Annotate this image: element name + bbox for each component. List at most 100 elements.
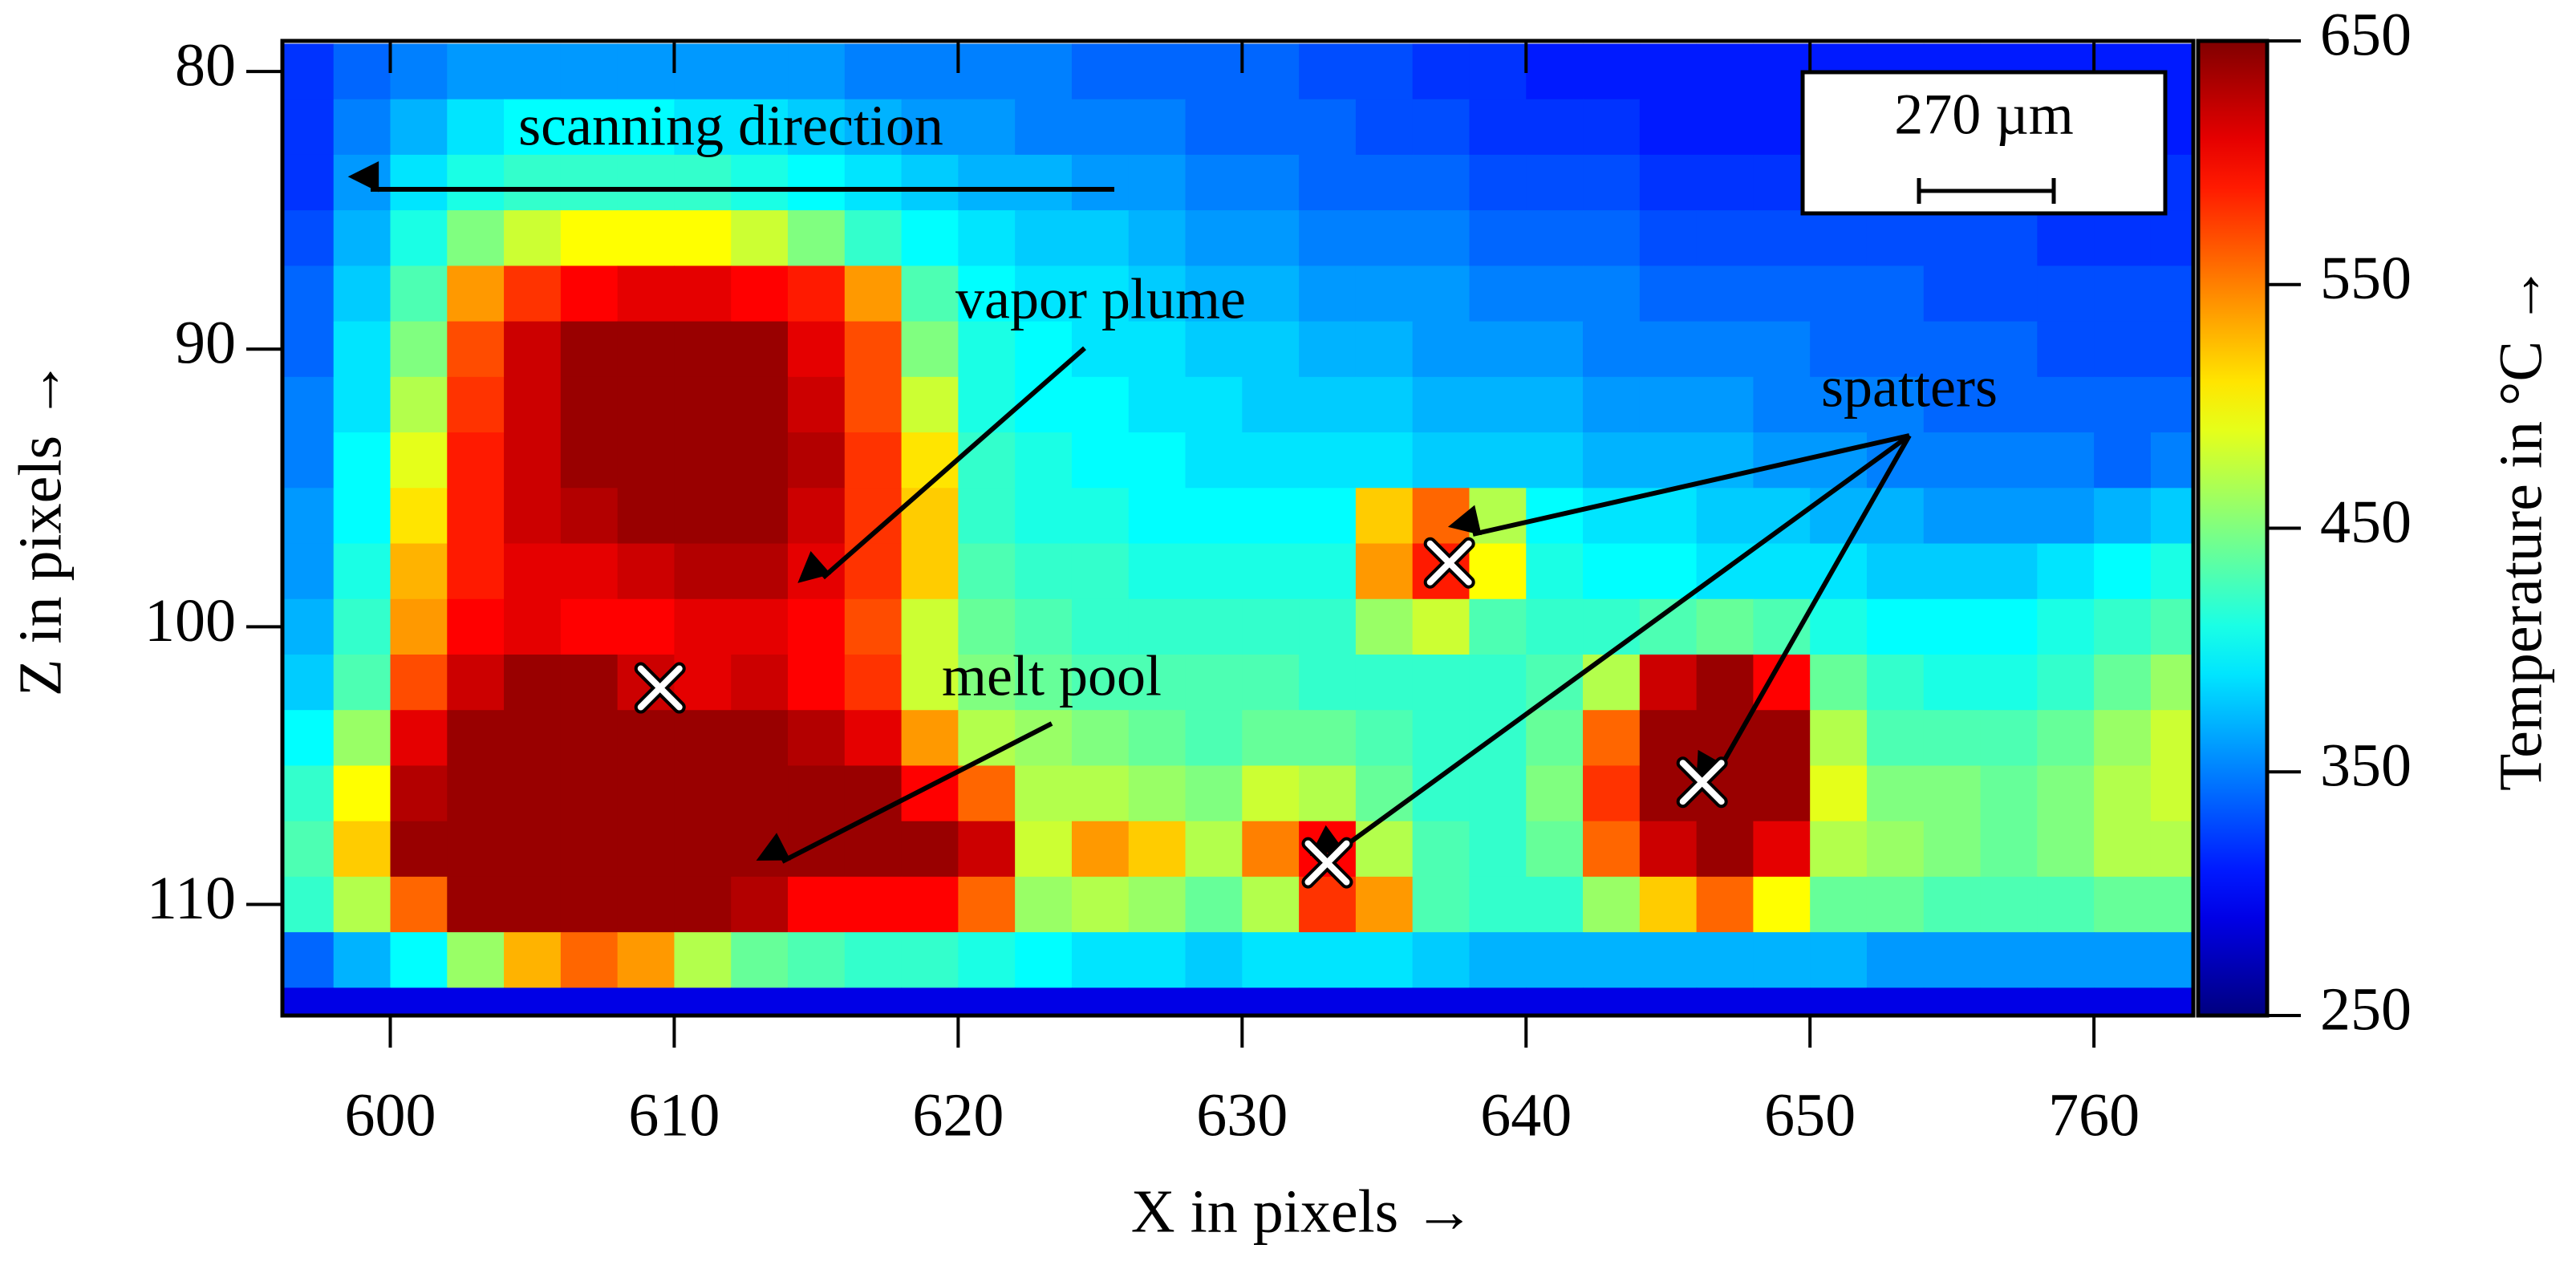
colorbar-tick-label: 650 bbox=[2320, 1, 2412, 68]
heat-cell bbox=[1015, 987, 1073, 1016]
heat-cell bbox=[333, 543, 391, 600]
heat-cell bbox=[1810, 821, 1868, 878]
heat-cell bbox=[1128, 321, 1187, 378]
colorbar-label: Temperature in °C → bbox=[2487, 265, 2554, 791]
heat-cell bbox=[1015, 655, 1073, 711]
heat-cell bbox=[2150, 598, 2193, 655]
heat-cell bbox=[447, 932, 505, 988]
heat-cell bbox=[1469, 321, 1527, 378]
heat-cell bbox=[447, 376, 505, 433]
heat-cell bbox=[1639, 210, 1698, 266]
heat-cell bbox=[1242, 488, 1300, 545]
heat-cell bbox=[1015, 598, 1073, 655]
heat-cell bbox=[1923, 876, 1982, 933]
heat-cell bbox=[282, 987, 335, 1016]
heat-cell bbox=[901, 488, 959, 545]
heat-cell bbox=[390, 932, 448, 988]
heat-cell bbox=[1526, 876, 1584, 933]
heat-cell bbox=[674, 488, 732, 545]
heat-cell bbox=[1242, 43, 1300, 100]
heat-cell bbox=[1128, 655, 1187, 711]
heat-cell bbox=[1071, 821, 1130, 878]
heat-cell bbox=[1128, 876, 1187, 933]
heat-cell bbox=[1128, 932, 1187, 988]
heat-cell bbox=[1583, 655, 1641, 711]
heat-cell bbox=[1242, 432, 1300, 489]
heat-cell bbox=[1696, 321, 1754, 378]
heat-cell bbox=[1185, 266, 1243, 322]
heat-cell bbox=[1355, 321, 1414, 378]
heat-cell bbox=[844, 821, 903, 878]
heat-cell bbox=[1071, 876, 1130, 933]
heat-cell bbox=[1015, 876, 1073, 933]
heat-cell bbox=[390, 321, 448, 378]
heat-cell bbox=[1866, 765, 1925, 822]
heat-cell bbox=[1923, 321, 1982, 378]
heat-cell bbox=[901, 821, 959, 878]
heat-cell bbox=[1469, 598, 1527, 655]
heat-cell bbox=[560, 710, 619, 767]
heat-cell bbox=[788, 99, 846, 156]
heat-cell bbox=[504, 321, 562, 378]
heat-cell bbox=[731, 655, 789, 711]
heat-cell bbox=[1015, 543, 1073, 600]
heat-cell bbox=[1242, 266, 1300, 322]
heat-cell bbox=[1980, 488, 2038, 545]
heat-cell bbox=[1071, 987, 1130, 1016]
heat-cell bbox=[1355, 488, 1414, 545]
heat-cell bbox=[282, 932, 335, 988]
heat-cell bbox=[1866, 987, 1925, 1016]
heat-cell bbox=[333, 43, 391, 100]
heat-cell bbox=[2094, 765, 2152, 822]
heat-cell bbox=[674, 210, 732, 266]
heat-cell bbox=[1071, 543, 1130, 600]
heat-cell bbox=[504, 876, 562, 933]
heat-cell bbox=[844, 99, 903, 156]
heat-cell bbox=[1923, 488, 1982, 545]
heat-cell bbox=[901, 266, 959, 322]
heat-cell bbox=[1185, 655, 1243, 711]
heat-cell bbox=[788, 655, 846, 711]
heat-cell bbox=[2037, 598, 2095, 655]
heat-cell bbox=[2037, 821, 2095, 878]
heat-cell bbox=[1071, 598, 1130, 655]
heat-cell bbox=[447, 987, 505, 1016]
heat-cell bbox=[901, 710, 959, 767]
heat-cell bbox=[731, 266, 789, 322]
heat-cell bbox=[788, 765, 846, 822]
heat-cell bbox=[1185, 99, 1243, 156]
heat-cell bbox=[504, 598, 562, 655]
heat-cell bbox=[1412, 432, 1471, 489]
heat-cell bbox=[282, 266, 335, 322]
heat-cell bbox=[390, 543, 448, 600]
heat-cell bbox=[617, 598, 675, 655]
heat-cell bbox=[1469, 987, 1527, 1016]
heat-cell bbox=[560, 932, 619, 988]
x-axis-label: X in pixels → bbox=[1131, 1178, 1475, 1245]
heat-cell bbox=[1299, 266, 1357, 322]
heat-cell bbox=[1412, 821, 1471, 878]
plot-frame bbox=[280, 39, 2196, 1018]
x-tick-label: 760 bbox=[2048, 1081, 2140, 1149]
heat-cell bbox=[1299, 321, 1357, 378]
heat-cell bbox=[788, 266, 846, 322]
heat-cell bbox=[1526, 321, 1584, 378]
heat-cell bbox=[1810, 321, 1868, 378]
colorbar bbox=[2196, 39, 2270, 1018]
heat-cell bbox=[1753, 987, 1811, 1016]
heat-cell bbox=[1412, 43, 1471, 100]
heat-cell bbox=[901, 210, 959, 266]
heat-cell bbox=[674, 43, 732, 100]
heat-cell bbox=[447, 543, 505, 600]
heat-cell bbox=[1355, 987, 1414, 1016]
heat-cell bbox=[1185, 154, 1243, 211]
heat-cell bbox=[1299, 655, 1357, 711]
heat-cell bbox=[333, 765, 391, 822]
heat-cell bbox=[1185, 488, 1243, 545]
heat-cell bbox=[1242, 543, 1300, 600]
heat-cell bbox=[390, 987, 448, 1016]
heat-cell bbox=[1355, 765, 1414, 822]
heat-cell bbox=[2037, 765, 2095, 822]
heat-cell bbox=[1015, 210, 1073, 266]
heat-cell bbox=[1753, 376, 1811, 433]
